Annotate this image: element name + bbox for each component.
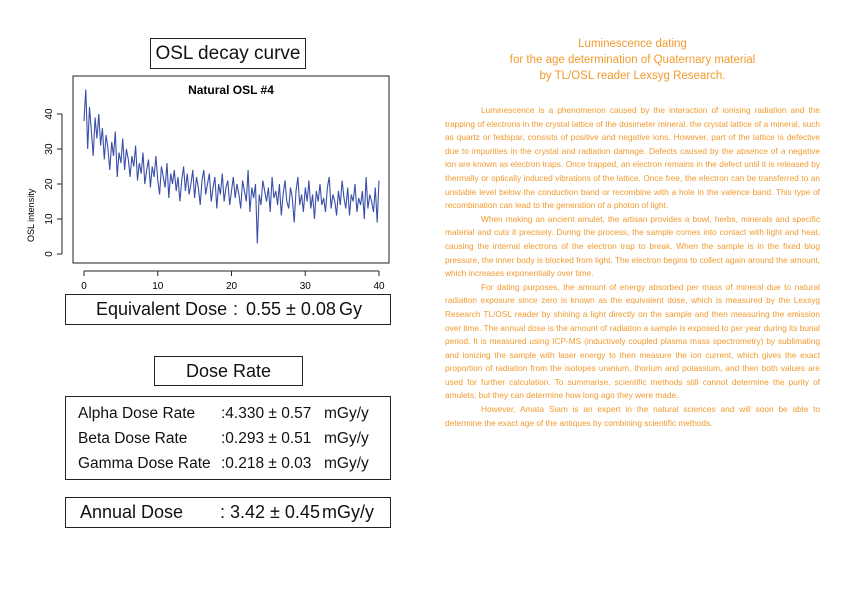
x-axis: 0 10 20 30 40 bbox=[81, 270, 385, 292]
y-tick-label: 30 bbox=[44, 143, 55, 155]
plot-frame bbox=[72, 75, 390, 264]
equivalent-dose-colon: : bbox=[233, 299, 239, 319]
x-tick-label: 20 bbox=[226, 281, 238, 292]
dose-rate-label: Alpha Dose Rate bbox=[78, 405, 196, 422]
x-tick-label: 10 bbox=[152, 281, 164, 292]
annual-dose-unit: mGy/y bbox=[322, 502, 374, 522]
equivalent-dose-unit: Gy bbox=[339, 299, 363, 319]
dose-rate-unit: mGy/y bbox=[324, 430, 369, 447]
article-paragraph: For dating purposes, the amount of energ… bbox=[445, 281, 820, 401]
y-axis: 0 10 20 30 40 bbox=[44, 108, 63, 257]
article-title: Luminescence dating for the age determin… bbox=[445, 36, 820, 84]
article-paragraph: When making an ancient amulet, the artis… bbox=[445, 213, 820, 279]
chart-title: Natural OSL #4 bbox=[188, 83, 274, 97]
dose-rate-label: Beta Dose Rate bbox=[78, 430, 188, 447]
dose-rate-label: Gamma Dose Rate bbox=[78, 455, 211, 472]
x-tick-label: 40 bbox=[373, 281, 385, 292]
article-paragraph: Luminescence is a phenomenon caused by t… bbox=[445, 105, 820, 211]
dose-rate-title: Dose Rate bbox=[154, 356, 303, 386]
annual-dose-label: Annual Dose bbox=[80, 502, 184, 522]
y-tick-label: 0 bbox=[44, 251, 55, 257]
osl-decay-curve-title: OSL decay curve bbox=[150, 38, 306, 69]
y-axis-label: OSL intensity bbox=[26, 188, 36, 242]
equivalent-dose-value: 0.55 ± 0.08 bbox=[246, 299, 336, 319]
osl-series-line bbox=[83, 89, 380, 244]
y-tick-label: 10 bbox=[44, 213, 55, 225]
article-title-line: Luminescence dating bbox=[578, 38, 687, 50]
article-paragraph: However, Amata Siam is an expert in the … bbox=[445, 404, 820, 428]
article: Luminescence dating for the age determin… bbox=[445, 36, 820, 430]
dose-rate-value: :4.330 ± 0.57 bbox=[221, 405, 312, 422]
osl-decay-chart: Natural OSL #4 OSL intensity 0 10 20 30 40 0… bbox=[26, 75, 390, 292]
article-title-line: by TL/OSL reader Lexsyg Research. bbox=[539, 70, 726, 82]
equivalent-dose-label: Equivalent Dose bbox=[96, 299, 228, 319]
y-tick-label: 40 bbox=[44, 108, 55, 120]
equivalent-dose-box: Equivalent Dose : 0.55 ± 0.08 Gy bbox=[65, 294, 391, 325]
x-tick-label: 30 bbox=[300, 281, 312, 292]
y-tick-label: 20 bbox=[44, 178, 55, 190]
dose-rates-box: Alpha Dose Rate :4.330 ± 0.57 mGy/y Beta… bbox=[65, 396, 391, 480]
article-title-line: for the age determination of Quaternary … bbox=[509, 54, 756, 66]
annual-dose-box: Annual Dose : 3.42 ± 0.45 mGy/y bbox=[65, 497, 391, 528]
dose-rate-title-text: Dose Rate bbox=[185, 360, 272, 381]
dose-rate-value: :0.218 ± 0.03 bbox=[221, 455, 312, 472]
annual-dose-value: : 3.42 ± 0.45 bbox=[220, 502, 320, 522]
dose-rate-unit: mGy/y bbox=[324, 405, 369, 422]
x-tick-label: 0 bbox=[81, 281, 87, 292]
dose-rate-value: :0.293 ± 0.51 bbox=[221, 430, 312, 447]
osl-title-text: OSL decay curve bbox=[155, 42, 301, 64]
dose-rate-unit: mGy/y bbox=[324, 455, 369, 472]
